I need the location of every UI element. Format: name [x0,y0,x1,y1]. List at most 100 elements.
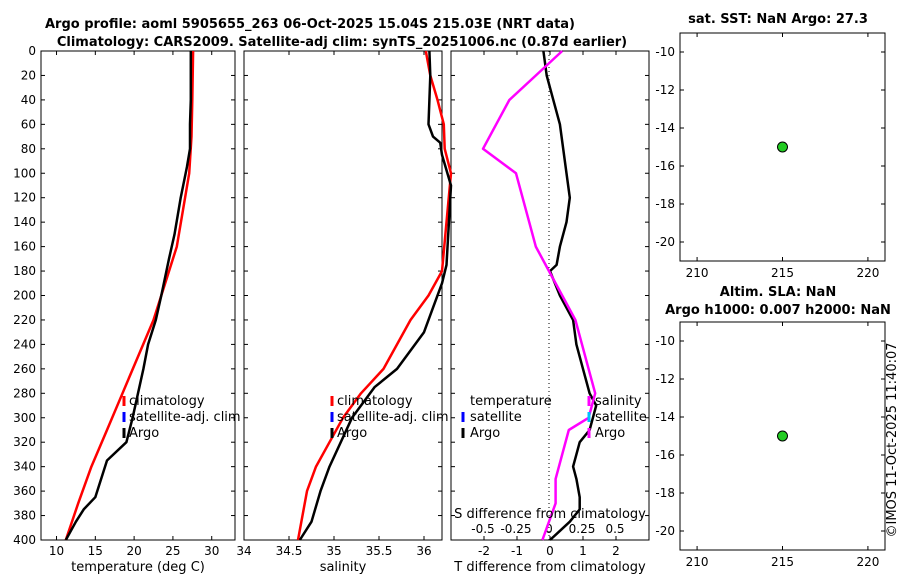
salinity-legend: climatology satellite-adj. clim Argo [330,394,449,441]
map-x-tick-label: 220 [856,555,879,569]
difference-legend-left: temperature satellite Argo [461,394,552,441]
map-y-tick-label: -20 [655,235,675,249]
sla-title-line2: Argo h1000: 0.007 h2000: NaN [665,303,891,318]
legend-argo: Argo [129,426,159,441]
x-tick-label: -1 [511,544,523,558]
top-tick-label: 0.25 [569,522,596,536]
sst-title: sat. SST: NaN Argo: 27.3 [688,12,868,27]
x-tick-label: 0 [546,544,554,558]
sst-map-ticks: -10 -12 -14 -16 -18 -20 210 215 220 [655,33,885,280]
map-y-tick-label: -20 [655,524,675,538]
x-tick-label: 25 [165,544,180,558]
salinity-argo-line [298,50,453,541]
temperature-legend: climatology satellite-adj. clim Argo [122,394,241,441]
depth-tick-label: 380 [13,509,36,523]
location-markers [777,141,788,442]
top-tick-label: -0.25 [500,522,531,536]
x-tick-label: 2 [612,544,620,558]
legend-satellite: satellite-adj. clim [129,410,241,425]
salinity-xlabel: salinity [320,560,367,575]
map-x-tick-label: 220 [856,266,879,280]
depth-tick-label: 360 [13,484,36,498]
salinity-climatology-line [296,50,453,541]
main-title-line2: Climatology: CARS2009. Satellite-adj cli… [57,35,627,50]
top-tick-label: -0.5 [471,522,494,536]
t-difference-line [542,50,598,541]
x-tick-label: 35 [326,544,341,558]
x-tick-label: 10 [49,544,64,558]
legend-climatology: climatology [337,394,413,409]
float-location-marker [777,430,788,442]
temperature-xticks: 10 15 20 25 30 [49,51,219,558]
difference-top-xlabel: S difference from climatology [454,507,646,522]
temperature-axes [40,50,236,541]
x-tick-label: 35.5 [366,544,393,558]
salinity-axes [243,50,443,541]
depth-tick-label: 220 [13,313,36,327]
map-y-tick-label: -18 [655,197,675,211]
map-y-tick-label: -14 [655,410,675,424]
depth-tick-label: 140 [13,215,36,229]
depth-tick-label: 100 [13,166,36,180]
x-tick-label: 15 [88,544,103,558]
map-y-tick-label: -16 [655,159,675,173]
map-y-tick-label: -10 [655,45,675,59]
depth-tick-label: 400 [13,533,36,547]
map-y-tick-label: -10 [655,334,675,348]
depth-tick-label: 40 [21,93,36,107]
main-title-line1: Argo profile: aoml 5905655_263 06-Oct-20… [45,17,575,32]
depth-tick-label: 240 [13,337,36,351]
depth-tick-label: 0 [28,44,36,58]
depth-tick-label: 60 [21,117,36,131]
legend-salinity: salinity [595,394,642,409]
x-tick-label: -2 [478,544,490,558]
legend-temperature: temperature [470,394,552,409]
x-tick-label: 1 [579,544,587,558]
timestamp: ©IMOS 11-Oct-2025 11:40:07 [885,342,900,537]
depth-tick-label: 300 [13,411,36,425]
sla-title-line1: Altim. SLA: NaN [720,285,836,300]
map-y-tick-label: -12 [655,83,675,97]
difference-axes [450,50,650,541]
legend-argo: Argo [337,426,367,441]
map-x-tick-label: 210 [686,266,709,280]
map-x-tick-label: 215 [771,555,794,569]
x-tick-label: 30 [204,544,219,558]
depth-tick-label: 280 [13,386,36,400]
temperature-xlabel: temperature (deg C) [71,560,205,575]
x-tick-label: 36 [416,544,431,558]
temperature-argo-line [64,51,193,541]
depth-tick-label: 200 [13,289,36,303]
legend-argo: Argo [595,426,625,441]
sla-map-ticks: -10 -12 -14 -16 -18 -20 210 215 220 [655,322,885,569]
depth-tick-label: 160 [13,240,36,254]
depth-tick-label: 20 [21,68,36,82]
legend-climatology: climatology [129,394,205,409]
map-x-tick-label: 215 [771,266,794,280]
x-tick-label: 20 [126,544,141,558]
depth-ticks: 0 20 40 60 80 100 120 140 160 180 200 220 240 260 280 3… [13,44,649,547]
float-location-marker [777,141,788,153]
top-tick-label: 0.5 [605,522,624,536]
depth-tick-label: 180 [13,264,36,278]
legend-argo: Argo [470,426,500,441]
depth-tick-label: 260 [13,362,36,376]
x-tick-label: 34.5 [276,544,303,558]
s-difference-line [481,50,597,541]
legend-satellite: satellite [470,410,522,425]
profile-lines [64,50,598,541]
difference-xlabel: T difference from climatology [453,560,646,575]
map-y-tick-label: -12 [655,372,675,386]
depth-tick-label: 340 [13,460,36,474]
difference-legend-right: salinity satellite Argo [587,394,647,441]
depth-tick-label: 80 [21,142,36,156]
depth-tick-label: 320 [13,435,36,449]
map-y-tick-label: -14 [655,121,675,135]
map-y-tick-label: -16 [655,448,675,462]
temperature-climatology-line [64,50,195,541]
salinity-xticks: 34 34.5 35 35.5 36 [236,51,432,558]
map-x-tick-label: 210 [686,555,709,569]
map-y-tick-label: -18 [655,486,675,500]
legend-satellite: satellite [595,410,647,425]
